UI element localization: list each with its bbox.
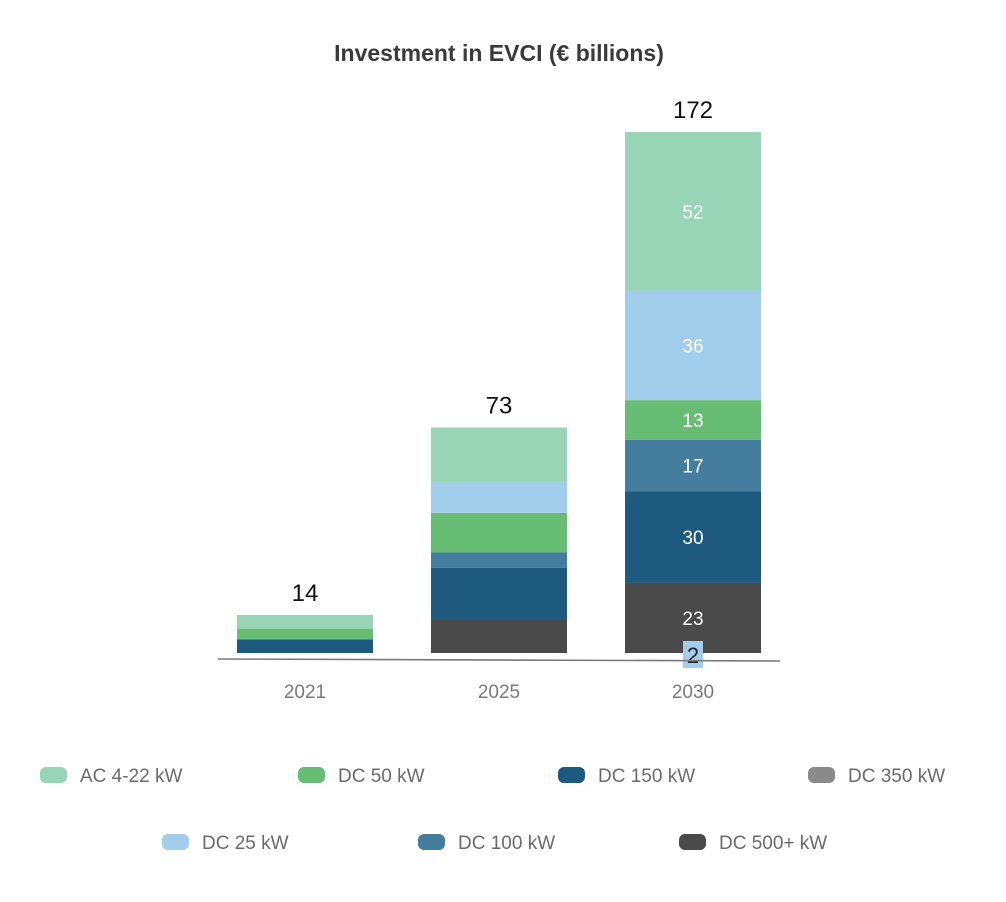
- legend-swatch: [418, 834, 445, 850]
- bar-segment-2021-dc-150-kw: [237, 639, 373, 653]
- annotation-label: 2: [687, 643, 699, 668]
- legend-label: DC 100 kW: [458, 833, 555, 854]
- bar-segment-2025-dc-25-kw: [431, 482, 567, 513]
- bar-segment-2025-ac-4-22-kw: [431, 427, 567, 483]
- bar-segment-2025-dc-500-kw: [431, 619, 567, 653]
- legend-label: DC 150 kW: [598, 766, 695, 787]
- bar-segment-2030-ac-4-22-kw: [625, 132, 761, 291]
- bar-segment-2030-dc-25-kw: [625, 290, 761, 401]
- bar-segment-2021-dc-50-kw: [237, 628, 373, 640]
- bar-total-label: 73: [486, 393, 513, 420]
- legend-swatch: [679, 834, 706, 850]
- x-axis-line: [217, 658, 781, 662]
- legend-swatch: [808, 767, 835, 783]
- legend-swatch: [40, 767, 67, 783]
- legend-swatch: [298, 767, 325, 783]
- legend-label: AC 4-22 kW: [80, 766, 182, 787]
- bar-segment-2021-ac-4-22-kw: [237, 614, 373, 629]
- bars-group: 14 73 23 30 17 13 36 52 172 2: [237, 97, 761, 668]
- legend-label: DC 25 kW: [202, 833, 289, 854]
- bar-segment-2025-dc-150-kw: [431, 567, 567, 620]
- bar-segment-2030-dc-100-kw: [625, 439, 761, 492]
- segment-label: 17: [682, 457, 703, 478]
- x-tick-label: 2030: [672, 682, 714, 703]
- legend-swatch: [162, 834, 189, 850]
- segment-label: 13: [682, 411, 703, 432]
- bar-segment-2030-dc-50-kw: [625, 400, 761, 440]
- bar-segment-2025-dc-100-kw: [431, 552, 567, 568]
- x-tick-label: 2025: [478, 682, 520, 703]
- segment-label: 23: [682, 609, 703, 630]
- bar-segment-2025-dc-50-kw: [431, 512, 567, 553]
- segment-label: 30: [682, 528, 703, 549]
- chart-title: Investment in EVCI (€ billions): [334, 40, 664, 66]
- legend-label: DC 500+ kW: [719, 833, 827, 854]
- legend-swatch: [558, 767, 585, 783]
- legend: AC 4-22 kW DC 50 kW DC 150 kW DC 350 kW DC 2…: [40, 766, 945, 854]
- bar-total-label: 14: [292, 580, 319, 607]
- x-tick-group: 2021 2025 2030: [284, 682, 714, 703]
- bar-total-label: 172: [673, 97, 713, 124]
- segment-label: 36: [682, 336, 703, 357]
- legend-label: DC 50 kW: [338, 766, 425, 787]
- segment-label: 52: [682, 202, 703, 223]
- x-tick-label: 2021: [284, 682, 326, 703]
- bar-segment-2030-dc-150-kw: [625, 491, 761, 583]
- legend-label: DC 350 kW: [848, 766, 945, 787]
